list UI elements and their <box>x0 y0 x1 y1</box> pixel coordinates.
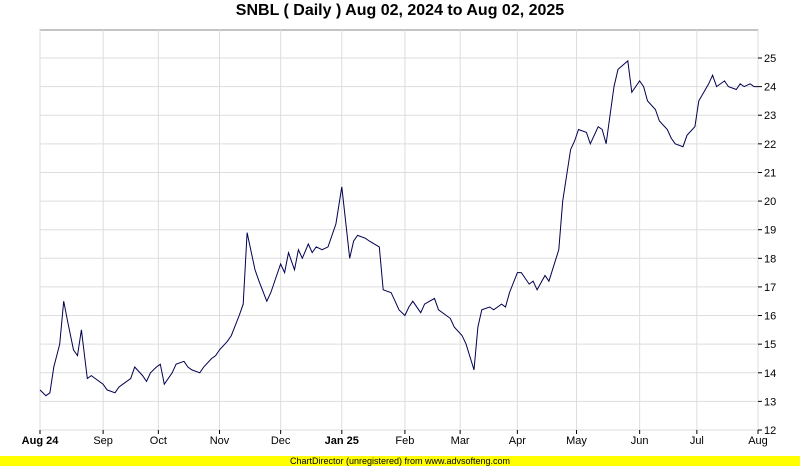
y-axis: 12 13 14 15 16 17 18 19 20 21 22 23 24 25 <box>758 53 776 437</box>
x-tick-label: Nov <box>210 435 230 447</box>
y-tick-label: 24 <box>764 82 776 94</box>
y-tick-label: 15 <box>764 339 776 351</box>
y-tick-label: 20 <box>764 196 776 208</box>
x-tick-label: Jun <box>631 435 649 447</box>
y-tick-label: 12 <box>764 425 776 437</box>
y-tick-label: 22 <box>764 139 776 151</box>
y-tick-label: 14 <box>764 368 776 380</box>
y-tick-label: 17 <box>764 282 776 294</box>
price-series-line <box>39 59 758 397</box>
x-tick-label: Aug 24 <box>22 435 60 447</box>
x-tick-label: Oct <box>150 435 167 447</box>
y-tick-label: 21 <box>764 167 776 179</box>
y-tick-label: 18 <box>764 253 776 265</box>
x-tick-label: Feb <box>395 435 414 447</box>
x-tick-label: May <box>566 435 587 447</box>
x-tick-label: Dec <box>271 435 291 447</box>
y-tick-label: 19 <box>764 225 776 237</box>
x-tick-label: Apr <box>509 435 526 447</box>
x-axis: Aug 24 Sep Oct Nov Dec Jan 25 Feb Mar Apr May Jun J… <box>22 430 768 447</box>
x-tick-label: Jan 25 <box>325 435 359 447</box>
y-tick-label: 23 <box>764 110 776 122</box>
chart-title: SNBL ( Daily ) Aug 02, 2024 to Aug 02, 2… <box>235 2 565 19</box>
footer-credit: ChartDirector (unregistered) from www.ad… <box>0 456 800 466</box>
x-tick-label: Aug <box>748 435 768 447</box>
grid-lines <box>39 30 759 431</box>
x-tick-label: Sep <box>93 435 113 447</box>
y-tick-label: 16 <box>764 311 776 323</box>
y-tick-label: 25 <box>764 53 776 65</box>
y-tick-label: 13 <box>764 396 776 408</box>
x-tick-label: Mar <box>451 435 470 447</box>
x-tick-label: Jul <box>690 435 704 447</box>
